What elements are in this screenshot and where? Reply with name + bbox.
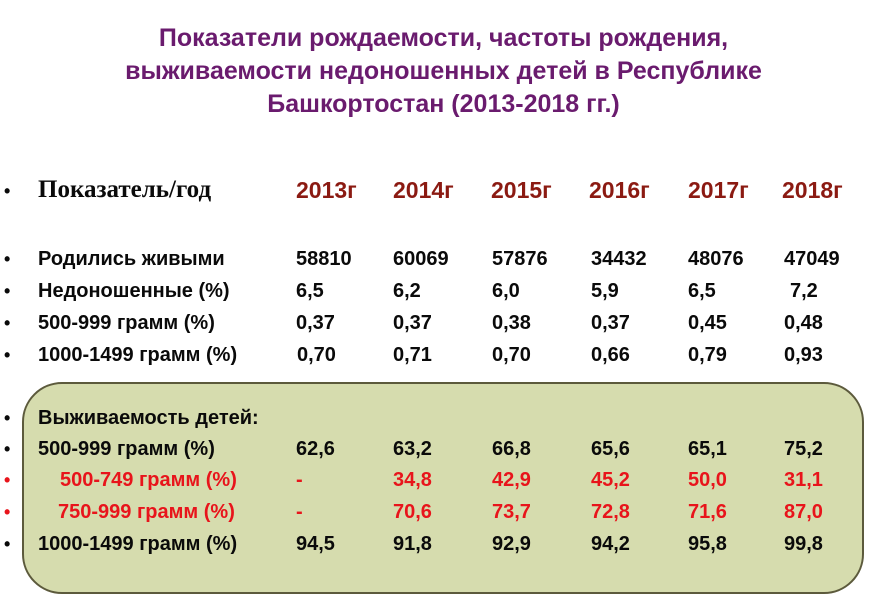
slide-title: Показатели рождаемости, частоты рождения… xyxy=(0,22,887,121)
cell-2017: 0,79 xyxy=(688,344,727,366)
bullet: • xyxy=(4,281,11,301)
year-2014: 2014г xyxy=(393,177,454,203)
row-label: 500-749 грамм (%) xyxy=(60,469,237,491)
cell-2014: 0,37 xyxy=(393,312,432,334)
table-row: • 1000-1499 грамм (%) 94,5 91,8 92,9 94,… xyxy=(0,530,887,558)
year-2016: 2016г xyxy=(589,177,650,203)
row-label: 1000-1499 грамм (%) xyxy=(38,533,238,555)
cell-2014: 60069 xyxy=(393,248,449,270)
table-row: • 1000-1499 грамм (%) 0,70 0,71 0,70 0,6… xyxy=(0,341,887,369)
cell-2016: 45,2 xyxy=(591,469,630,491)
row-label: Недоношенные (%) xyxy=(38,280,230,302)
row-label: 1000-1499 грамм (%) xyxy=(38,344,238,366)
cell-2013: - xyxy=(296,469,303,491)
cell-2015: 57876 xyxy=(492,248,548,270)
table-row: • 500-749 грамм (%) - 34,8 42,9 45,2 50,… xyxy=(0,466,887,494)
row-label: 750-999 грамм (%) xyxy=(58,501,235,523)
cell-2014: 34,8 xyxy=(393,469,432,491)
cell-2016: 0,37 xyxy=(591,312,630,334)
survival-heading-row: • Выживаемость детей: xyxy=(0,404,887,432)
bullet: • xyxy=(4,345,11,365)
cell-2014: 6,2 xyxy=(393,280,421,302)
cell-2015: 6,0 xyxy=(492,280,520,302)
cell-2016: 94,2 xyxy=(591,533,630,555)
cell-2014: 91,8 xyxy=(393,533,432,555)
cell-2015: 0,38 xyxy=(492,312,531,334)
bullet: • xyxy=(4,502,11,522)
title-line-3: Башкортостан (2013-2018 гг.) xyxy=(267,90,620,118)
cell-2016: 34432 xyxy=(591,248,647,270)
cell-2017: 50,0 xyxy=(688,469,727,491)
cell-2015: 92,9 xyxy=(492,533,531,555)
cell-2014: 0,71 xyxy=(393,344,432,366)
table-header-row: • Показатель/год 2013г 2014г 2015г 2016г… xyxy=(0,176,887,204)
bullet: • xyxy=(4,249,11,269)
cell-2017: 0,45 xyxy=(688,312,727,334)
table-row: • 500-999 грамм (%) 0,37 0,37 0,38 0,37 … xyxy=(0,309,887,337)
cell-2016: 65,6 xyxy=(591,438,630,460)
cell-2015: 42,9 xyxy=(492,469,531,491)
bullet: • xyxy=(4,313,11,333)
cell-2018: 0,93 xyxy=(784,344,823,366)
title-line-1: Показатели рождаемости, частоты рождения… xyxy=(158,24,729,52)
row-label: 500-999 грамм (%) xyxy=(38,312,215,334)
bullet: • xyxy=(4,181,11,201)
survival-highlight-box xyxy=(22,382,864,594)
cell-2013: 58810 xyxy=(296,248,352,270)
cell-2013: 0,70 xyxy=(297,344,336,366)
bullet: • xyxy=(4,470,11,490)
bullet: • xyxy=(4,408,11,428)
cell-2017: 48076 xyxy=(688,248,744,270)
cell-2016: 72,8 xyxy=(591,501,630,523)
cell-2017: 6,5 xyxy=(688,280,716,302)
cell-2013: 62,6 xyxy=(296,438,335,460)
cell-2017: 95,8 xyxy=(688,533,727,555)
cell-2013: - xyxy=(296,501,303,523)
cell-2015: 66,8 xyxy=(492,438,531,460)
table-row: • 750-999 грамм (%) - 70,6 73,7 72,8 71,… xyxy=(0,498,887,526)
cell-2018: 31,1 xyxy=(784,469,823,491)
cell-2014: 63,2 xyxy=(393,438,432,460)
title-line-2: выживаемости недоношенных детей в Респуб… xyxy=(125,57,762,85)
cell-2015: 0,70 xyxy=(492,344,531,366)
cell-2016: 5,9 xyxy=(591,280,619,302)
cell-2014: 70,6 xyxy=(393,501,432,523)
table-row: • Родились живыми 58810 60069 57876 3443… xyxy=(0,245,887,273)
cell-2017: 71,6 xyxy=(688,501,727,523)
cell-2018: 0,48 xyxy=(784,312,823,334)
year-2013: 2013г xyxy=(296,177,357,203)
cell-2013: 0,37 xyxy=(296,312,335,334)
cell-2018: 99,8 xyxy=(784,533,823,555)
bullet: • xyxy=(4,534,11,554)
row-label: 500-999 грамм (%) xyxy=(38,438,215,460)
survival-heading: Выживаемость детей: xyxy=(38,407,259,429)
table-row: • Недоношенные (%) 6,5 6,2 6,0 5,9 6,5 7… xyxy=(0,277,887,305)
year-2017: 2017г xyxy=(688,177,749,203)
row-label: Родились живыми xyxy=(38,248,225,270)
cell-2018: 7,2 xyxy=(790,280,818,302)
cell-2018: 87,0 xyxy=(784,501,823,523)
cell-2013: 6,5 xyxy=(296,280,324,302)
year-2015: 2015г xyxy=(491,177,552,203)
cell-2015: 73,7 xyxy=(492,501,531,523)
year-2018: 2018г xyxy=(782,177,843,203)
cell-2018: 75,2 xyxy=(784,438,823,460)
cell-2018: 47049 xyxy=(784,248,840,270)
header-label: Показатель/год xyxy=(38,176,212,203)
cell-2016: 0,66 xyxy=(591,344,630,366)
table-row: • 500-999 грамм (%) 62,6 63,2 66,8 65,6 … xyxy=(0,435,887,463)
cell-2013: 94,5 xyxy=(296,533,335,555)
bullet: • xyxy=(4,439,11,459)
cell-2017: 65,1 xyxy=(688,438,727,460)
